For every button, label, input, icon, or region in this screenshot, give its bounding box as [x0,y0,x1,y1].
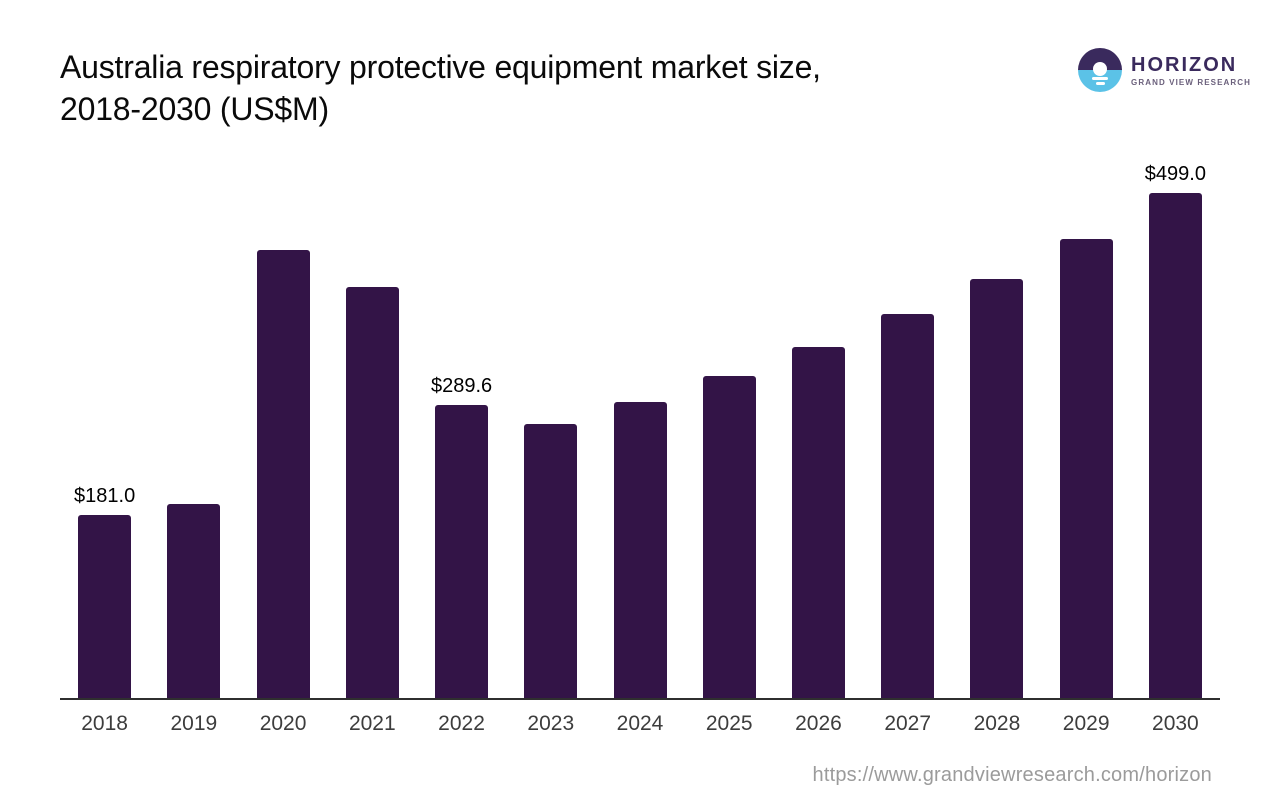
bar-2022 [435,404,489,698]
bar-chart-plot-area: $181.0 $289.6 $499.0 [60,140,1220,698]
bar-2024 [613,402,667,698]
logo-text: HORIZON GRAND VIEW RESEARCH [1131,54,1251,87]
chart-title-line2: 2018-2030 (US$M) [60,91,329,127]
x-tick-label-2030: 2030 [1152,712,1199,735]
x-tick-label-2026: 2026 [795,712,842,735]
bar-value-label-2022: $289.6 [430,374,493,397]
x-tick-label-2029: 2029 [1062,712,1110,735]
x-tick-label-2028: 2028 [973,712,1021,735]
x-tick-label-2024: 2024 [616,712,664,735]
logo-icon-sky [1078,48,1122,70]
logo-wordmark: HORIZON [1131,53,1238,76]
logo-icon-reflection-1 [1092,77,1108,80]
x-tick-label-2025: 2025 [705,712,753,735]
chart-title-line1: Australia respiratory protective equipme… [60,49,821,85]
bar-2019 [167,504,221,698]
bar-2030 [1148,193,1202,698]
logo-subtitle: GRAND VIEW RESEARCH [1131,77,1252,87]
x-tick-label-2021: 2021 [348,712,396,735]
bar-2023 [524,424,578,698]
horizon-sun-icon [1078,48,1122,92]
bar-2020 [256,250,310,698]
x-tick-label-2022: 2022 [438,712,485,735]
bar-2025 [702,376,756,698]
x-tick-label-2027: 2027 [884,712,932,735]
horizon-logo: HORIZON GRAND VIEW RESEARCH [1078,48,1251,92]
x-tick-label-2018: 2018 [81,712,128,735]
x-axis-line [60,698,1220,700]
x-tick-label-2019: 2019 [170,712,218,735]
bar-2018 [78,514,132,698]
bar-2026 [791,347,845,698]
bar-2021 [345,287,399,698]
source-url: https://www.grandviewresearch.com/horizo… [812,764,1212,786]
x-tick-label-2023: 2023 [527,712,575,735]
x-axis-tick-labels: 2018 2019 2020 2021 2022 2023 2024 2025 2026 2027… [60,712,1220,742]
logo-icon-reflection-2 [1095,82,1105,85]
bar-value-label-2030: $499.0 [1144,163,1206,185]
logo-icon-sun [1093,62,1107,76]
bar-value-label-2018: $181.0 [74,484,136,507]
bar-2029 [1059,239,1113,698]
x-tick-label-2020: 2020 [259,712,307,735]
bar-2027 [881,314,935,698]
chart-title: Australia respiratory protective equipme… [60,46,821,130]
bar-2028 [970,279,1024,698]
logo-icon-water [1078,70,1122,92]
